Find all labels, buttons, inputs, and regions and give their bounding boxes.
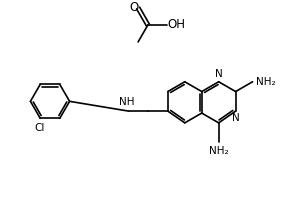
Text: O: O [130,1,139,14]
Text: NH: NH [119,97,135,107]
Text: N: N [215,69,223,79]
Text: NH₂: NH₂ [256,77,276,87]
Text: OH: OH [167,18,185,32]
Text: Cl: Cl [34,123,44,133]
Text: N: N [232,113,239,123]
Text: NH₂: NH₂ [209,146,229,156]
